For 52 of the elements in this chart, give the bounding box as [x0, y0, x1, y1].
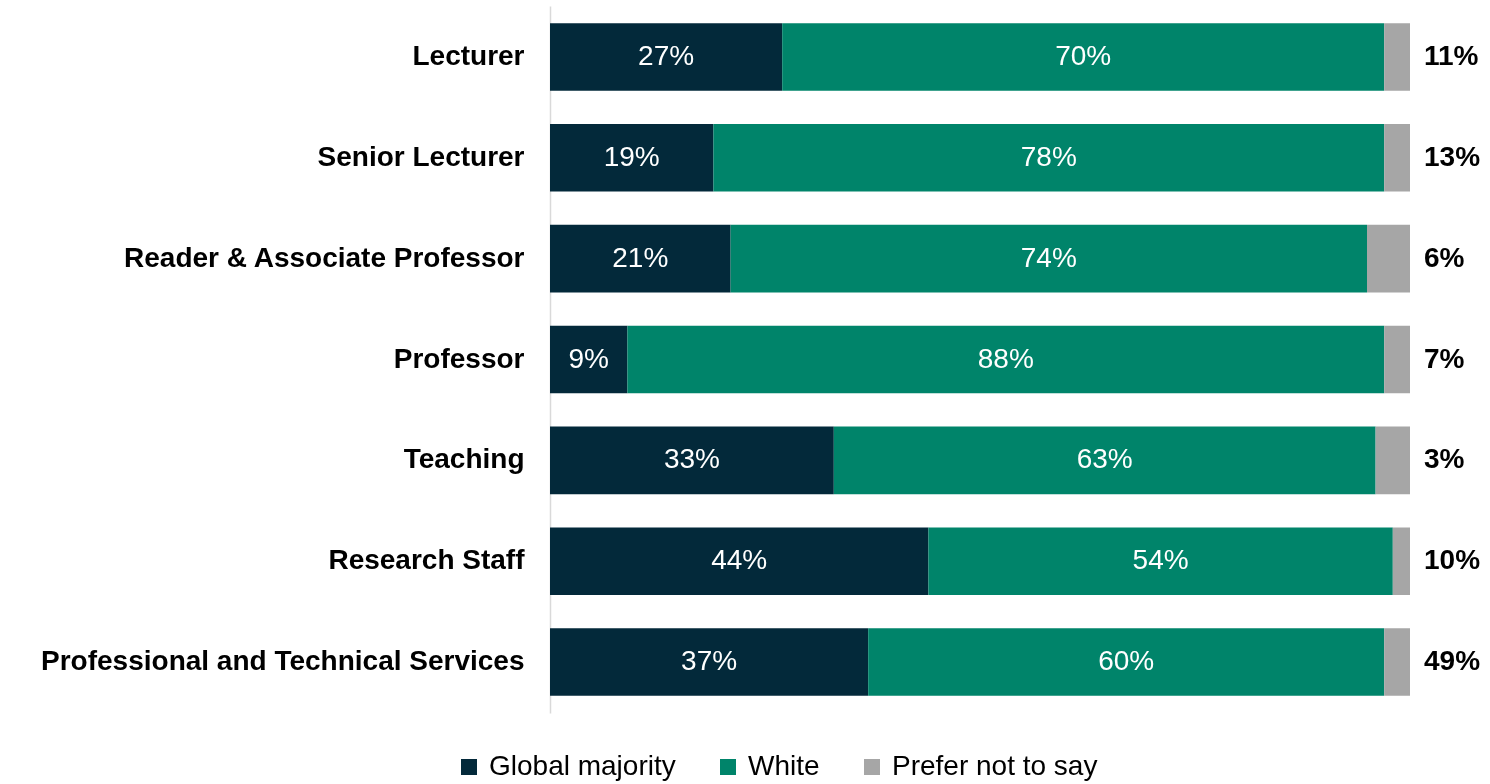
text: 10%: [1424, 544, 1481, 576]
bar: [868, 628, 1385, 696]
bar: [550, 426, 834, 495]
bar: [1384, 124, 1410, 192]
text: 13%: [1424, 140, 1481, 172]
bar: [713, 124, 1385, 192]
bar: [928, 527, 1393, 595]
bar: [550, 527, 929, 595]
bar: [1367, 224, 1410, 293]
legend-label: White: [748, 750, 820, 781]
data-label: 60%: [1098, 645, 1155, 677]
text: 3%: [1424, 443, 1465, 475]
y-tick-label: Teaching: [403, 443, 525, 475]
bar: [782, 23, 1385, 91]
y-tick-label: Senior Lecturer: [317, 140, 525, 172]
y-tick-label: Professional and Technical Services: [41, 645, 525, 677]
y-tick-label: Reader & Associate Professor: [124, 241, 525, 273]
text: 11%: [1424, 39, 1479, 71]
bar: [1384, 325, 1410, 394]
bar: [1375, 426, 1410, 495]
y-tick-label: Professor: [393, 342, 525, 374]
bar: [1384, 628, 1410, 696]
text: 6%: [1424, 241, 1465, 273]
data-label: 33%: [663, 443, 720, 475]
text: 49%: [1424, 645, 1481, 677]
y-tick-label: Lecturer: [412, 39, 525, 71]
legend-label: Global majority: [489, 750, 676, 781]
legend-label: Prefer not to say: [892, 750, 1098, 781]
bar: [730, 224, 1367, 293]
data-label: 27%: [638, 39, 695, 71]
data-label: 21%: [612, 241, 669, 273]
bar: [833, 426, 1376, 495]
data-label: 78%: [1020, 140, 1077, 172]
data-label: 44%: [711, 544, 768, 576]
data-label: 63%: [1076, 443, 1133, 475]
data-label: 37%: [681, 645, 738, 677]
data-label: 88%: [977, 342, 1034, 374]
data-label: 70%: [1055, 39, 1112, 71]
y-tick-label: Research Staff: [328, 544, 526, 576]
bar: [550, 124, 714, 192]
bar: [627, 325, 1385, 394]
bar: [1392, 527, 1410, 595]
bar: [550, 628, 869, 696]
data-label: 74%: [1020, 241, 1077, 273]
data-label: 54%: [1132, 544, 1189, 576]
bar: [550, 224, 731, 293]
text: 7%: [1424, 342, 1465, 374]
data-label: 9%: [568, 342, 609, 374]
bar: [1384, 23, 1410, 91]
data-label: 19%: [603, 140, 660, 172]
bar: [550, 23, 783, 91]
bar: [550, 325, 628, 394]
